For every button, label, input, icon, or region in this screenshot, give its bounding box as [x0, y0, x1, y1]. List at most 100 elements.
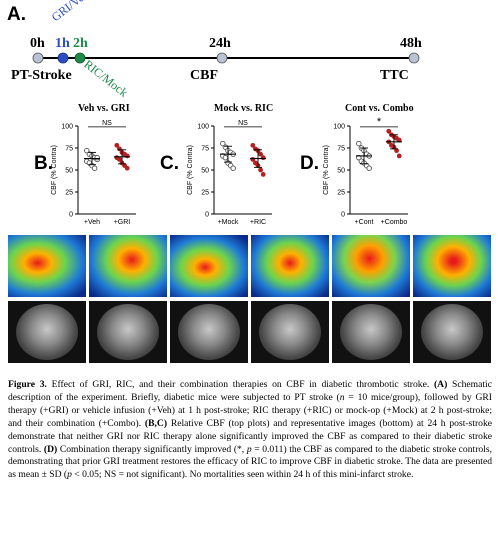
data-point-0-0-0 [84, 147, 90, 154]
heatmap-image-ric [251, 235, 329, 297]
label-pt-stroke: PT-Stroke [11, 68, 72, 83]
grayscale-image-cont [332, 301, 410, 363]
chart-title-d-text: Cont vs. Combo [345, 103, 414, 114]
y-tick-label-1-3: 25 [201, 190, 209, 197]
y-tick-label-1-0: 100 [197, 124, 209, 131]
data-point-1-1-0 [250, 142, 256, 148]
caption-a-label: (A) [433, 379, 448, 390]
y-axis-label-2: CBF (% Contra) [323, 145, 330, 195]
data-point-1-1-4 [260, 155, 266, 161]
timepoint-1h [57, 52, 69, 64]
chart-title-b-text: Veh vs. GRI [78, 103, 130, 114]
data-point-1-1-9 [260, 172, 266, 177]
group-label-0-1: +GRI [114, 219, 131, 226]
y-tick-label-2-3: 25 [337, 190, 345, 197]
caption-p: p [246, 443, 252, 455]
y-tick-label-2-2: 50 [337, 168, 345, 175]
panel-b-letter: B. [34, 153, 53, 174]
label-0h: 0h [30, 36, 45, 51]
data-point-2-1-0 [386, 128, 392, 134]
sig-label-1: NS [238, 120, 248, 127]
grayscale-brain-veh [16, 304, 78, 360]
sig-label-2: * [377, 116, 382, 128]
caption-n: n [339, 391, 345, 403]
heatmap-image-cont [332, 235, 410, 297]
y-tick-label-1-1: 75 [201, 146, 209, 153]
data-point-1-1-8 [258, 167, 263, 173]
data-point-1-0-9 [230, 165, 236, 171]
y-tick-label-0-0: 100 [61, 124, 73, 131]
grayscale-image-veh [8, 301, 86, 363]
caption-a-text1: Schematic description of the experiment.… [8, 379, 492, 403]
heatmap-image-mock [170, 235, 248, 297]
grayscale-image-combo [413, 301, 491, 363]
chart-title-b: Veh vs. GRI [78, 103, 130, 114]
y-tick-label-0-2: 50 [65, 168, 73, 175]
sig-label-0: NS [102, 120, 112, 127]
caption-d-label: (D) [43, 443, 58, 455]
data-point-2-1-9 [396, 153, 402, 159]
group-label-2-0: +Cont [355, 219, 374, 226]
timepoint-2h [74, 52, 86, 64]
data-point-2-0-0 [356, 140, 362, 147]
caption-p2: p [67, 469, 72, 481]
caption-a-text2: = 10 mice/group), followed by GRI therap… [8, 391, 492, 429]
caption-bc-text: Relative CBF (top plots) and representat… [8, 417, 493, 455]
group-label-1-0: +Mock [218, 219, 239, 226]
y-tick-label-0-3: 25 [65, 190, 73, 197]
label-48h: 48h [400, 36, 422, 51]
caption-figure-label: Figure 3. [8, 379, 47, 390]
panel-a-letter: A. [7, 4, 26, 25]
y-tick-label-0-4: 0 [69, 212, 73, 219]
y-axis-label-0: CBF (% Contra) [51, 145, 58, 195]
data-point-0-0-8 [91, 165, 98, 171]
caption-d-text1: Combination therapy significantly improv… [57, 443, 247, 455]
data-point-0-1-9 [124, 165, 130, 171]
timepoint-0h [32, 52, 44, 64]
y-tick-label-2-0: 100 [333, 124, 345, 131]
group-label-2-1: +Combo [381, 219, 408, 226]
group-label-1-1: +RIC [250, 219, 266, 226]
data-point-2-0-9 [366, 165, 372, 171]
heatmap-image-combo [413, 235, 491, 297]
heatmap-image-veh [8, 235, 86, 297]
data-point-0-1-0 [114, 142, 120, 148]
chart-title-d: Cont vs. Combo [345, 103, 414, 114]
timepoint-24h [216, 52, 228, 64]
grayscale-image-gri [89, 301, 167, 363]
data-point-0-0-9 [94, 154, 100, 161]
panel-d-letter: D. [300, 153, 319, 174]
grayscale-brain-mock [178, 304, 240, 360]
grayscale-brain-cont [340, 304, 402, 360]
timepoint-48h [408, 52, 420, 64]
cbf-charts: 100 75 50 25 0 CBF (% Contra) +Veh +GRI NS 100 75 5… [51, 116, 408, 226]
data-point-1-0-0 [220, 140, 226, 147]
timeline-diagram [32, 52, 420, 64]
y-axis-label-1: CBF (% Contra) [187, 145, 194, 195]
chart-title-c: Mock vs. RIC [214, 103, 273, 114]
grayscale-brain-ric [259, 304, 321, 360]
panel-c-letter: C. [160, 153, 179, 174]
grayscale-brain-gri [97, 304, 159, 360]
grayscale-brain-combo [421, 304, 483, 360]
data-point-1-1-3 [258, 151, 263, 157]
data-point-1-0-6 [222, 154, 229, 161]
heatmap-image-gri [89, 235, 167, 297]
grayscale-image-mock [170, 301, 248, 363]
y-tick-label-2-4: 0 [341, 212, 345, 219]
label-ttc: TTC [380, 68, 409, 83]
grayscale-image-ric [251, 301, 329, 363]
y-tick-label-1-2: 50 [201, 168, 209, 175]
y-tick-label-1-4: 0 [205, 212, 209, 219]
label-2h: 2h [73, 36, 88, 51]
figure-caption: Figure 3. Effect of GRI, RIC, and their … [8, 379, 492, 482]
label-cbf: CBF [190, 68, 218, 83]
caption-title: Effect of GRI, RIC, and their combinatio… [46, 379, 430, 390]
data-point-0-1-4 [124, 153, 130, 159]
caption-d-text3: < 0.05; NS = not significant). No mortal… [71, 469, 414, 481]
label-24h: 24h [209, 36, 231, 51]
caption-bc-label: (B,C) [144, 417, 168, 429]
data-point-2-1-8 [394, 148, 399, 154]
data-point-2-1-4 [396, 137, 402, 143]
label-1h: 1h [55, 36, 70, 51]
